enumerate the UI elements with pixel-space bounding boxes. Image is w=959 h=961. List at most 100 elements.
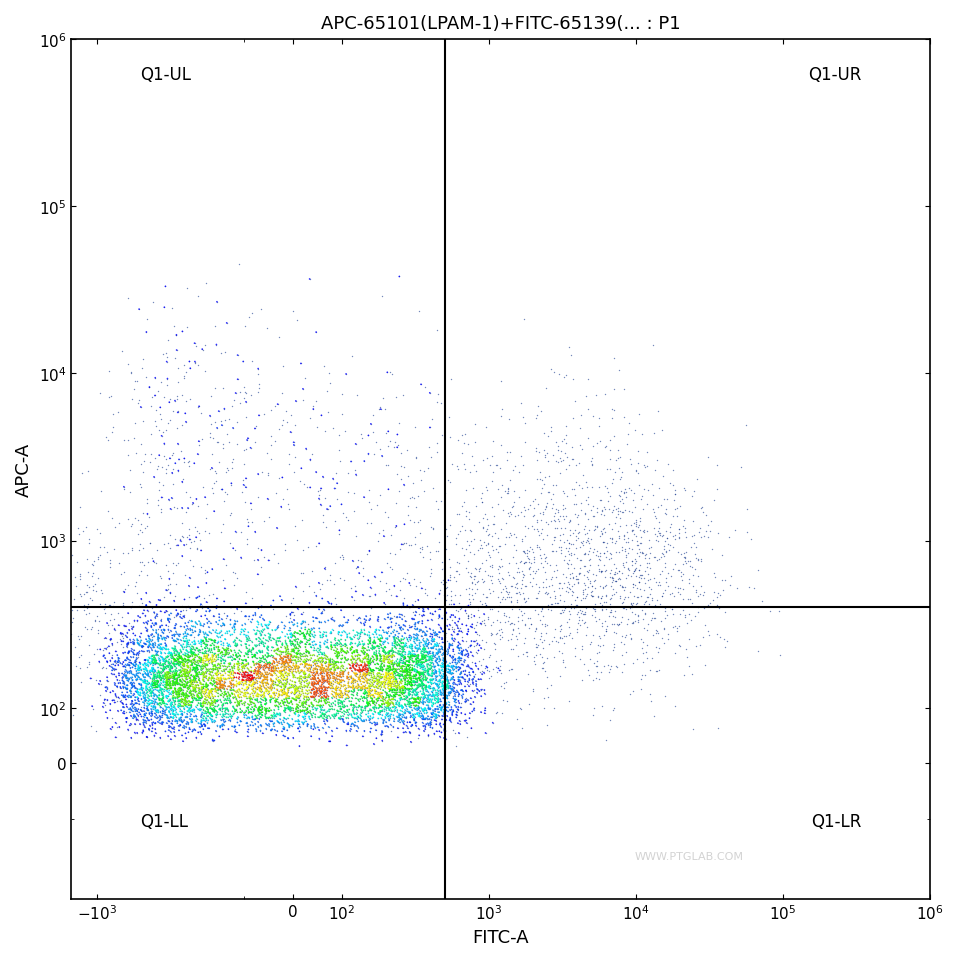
- Point: [471, 672, 486, 687]
- Point: [493, 539, 508, 554]
- Point: [162, 679, 177, 695]
- Point: [251, 636, 267, 652]
- Point: [247, 676, 263, 691]
- Point: [122, 655, 137, 671]
- Point: [378, 668, 393, 683]
- Point: [151, 627, 166, 642]
- Point: [431, 692, 446, 707]
- Point: [120, 685, 135, 701]
- Point: [361, 654, 376, 670]
- Point: [195, 688, 210, 703]
- Point: [634, 589, 649, 604]
- Point: [270, 661, 286, 677]
- Point: [349, 644, 364, 659]
- Point: [200, 653, 216, 668]
- Point: [282, 677, 297, 692]
- Point: [205, 661, 221, 677]
- Point: [359, 681, 374, 697]
- Point: [177, 662, 193, 678]
- Point: [246, 712, 262, 727]
- Point: [401, 695, 416, 710]
- Point: [175, 657, 191, 673]
- Point: [356, 647, 371, 662]
- Point: [239, 639, 254, 654]
- Point: [169, 558, 184, 574]
- Point: [288, 661, 303, 677]
- Point: [370, 665, 386, 680]
- Point: [458, 642, 474, 657]
- Point: [285, 711, 300, 727]
- Point: [392, 634, 408, 650]
- Point: [239, 716, 254, 731]
- Point: [177, 692, 193, 707]
- Point: [262, 649, 277, 664]
- Point: [275, 663, 291, 678]
- Point: [388, 663, 404, 678]
- Point: [386, 674, 401, 689]
- Point: [433, 494, 449, 509]
- Point: [230, 688, 246, 703]
- Point: [404, 671, 419, 686]
- Point: [316, 627, 331, 642]
- Point: [416, 686, 432, 702]
- Point: [158, 707, 174, 723]
- Point: [167, 728, 182, 744]
- Point: [569, 572, 584, 587]
- Point: [317, 683, 333, 699]
- Point: [397, 677, 412, 692]
- Point: [360, 699, 375, 714]
- Point: [149, 647, 164, 662]
- Point: [390, 643, 406, 658]
- Point: [203, 643, 219, 658]
- Point: [321, 672, 337, 687]
- Point: [148, 617, 163, 632]
- Point: [572, 456, 587, 471]
- Point: [372, 699, 387, 714]
- Point: [564, 587, 579, 603]
- Point: [212, 657, 227, 673]
- Point: [311, 677, 326, 692]
- Point: [335, 697, 350, 712]
- Point: [371, 673, 386, 688]
- Point: [437, 696, 453, 711]
- Point: [189, 616, 204, 631]
- Point: [225, 452, 241, 467]
- Point: [272, 669, 288, 684]
- Point: [128, 654, 143, 670]
- Point: [198, 364, 213, 380]
- Point: [163, 660, 178, 676]
- Point: [92, 642, 107, 657]
- Point: [426, 708, 441, 724]
- Point: [116, 675, 131, 690]
- Point: [436, 659, 452, 675]
- Point: [406, 653, 421, 669]
- Point: [187, 647, 202, 662]
- Point: [378, 631, 393, 647]
- Point: [257, 670, 272, 685]
- Point: [179, 320, 195, 335]
- Point: [343, 694, 359, 709]
- Point: [151, 637, 166, 653]
- Point: [254, 464, 269, 480]
- Point: [225, 707, 241, 723]
- Point: [444, 682, 459, 698]
- Point: [293, 357, 309, 372]
- Point: [340, 676, 356, 691]
- Point: [402, 715, 417, 730]
- Point: [260, 669, 275, 684]
- Point: [358, 686, 373, 702]
- Point: [482, 648, 498, 663]
- Point: [184, 667, 199, 682]
- Point: [250, 617, 266, 632]
- Point: [402, 668, 417, 683]
- Point: [418, 381, 433, 396]
- Point: [284, 614, 299, 629]
- Point: [261, 703, 276, 719]
- Point: [279, 646, 294, 661]
- Point: [373, 681, 388, 697]
- Point: [333, 686, 348, 702]
- Point: [464, 620, 480, 635]
- Point: [352, 672, 367, 687]
- Point: [366, 669, 382, 684]
- Point: [152, 678, 168, 693]
